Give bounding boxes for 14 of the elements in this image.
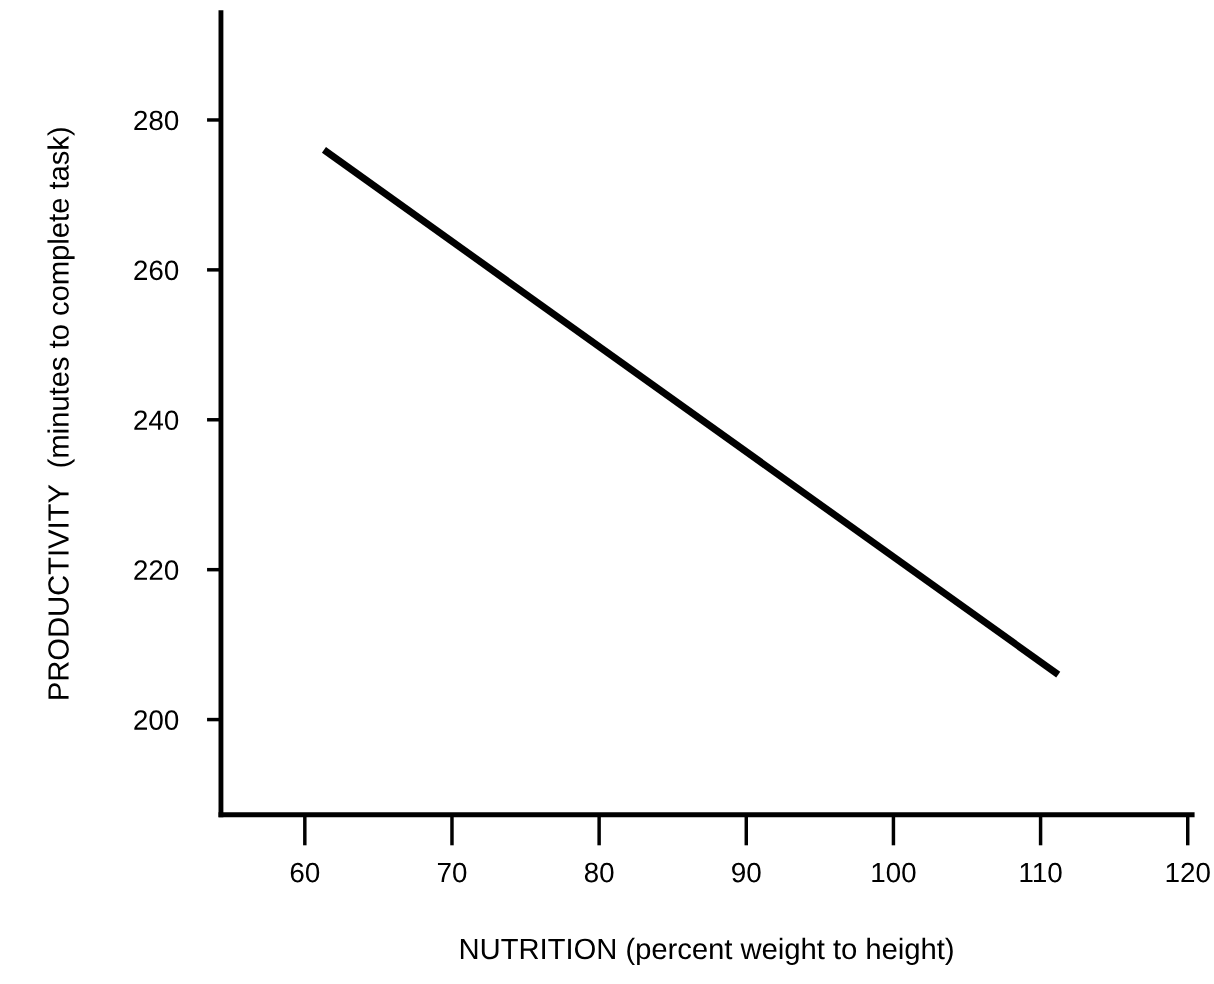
x-axis-title: NUTRITION (percent weight to height): [460, 937, 953, 966]
x-tick-label: 100: [872, 862, 916, 883]
x-tick-label: 110: [1020, 862, 1062, 883]
y-tick-label: 240: [134, 410, 179, 431]
y-axis-title: PRODUCTIVITY (minutes to complete task): [47, 128, 75, 699]
y-tick-label: 200: [134, 710, 179, 730]
x-tick-label: 60: [290, 862, 320, 883]
x-tick-label: 120: [1166, 862, 1210, 883]
y-tick-label: 220: [134, 560, 179, 581]
y-tick-label: 280: [134, 110, 179, 131]
x-tick-label: 70: [437, 862, 467, 883]
y-tick-label: 260: [134, 260, 179, 281]
x-tick-label: 80: [584, 862, 614, 883]
x-tick-label: 90: [732, 862, 761, 883]
